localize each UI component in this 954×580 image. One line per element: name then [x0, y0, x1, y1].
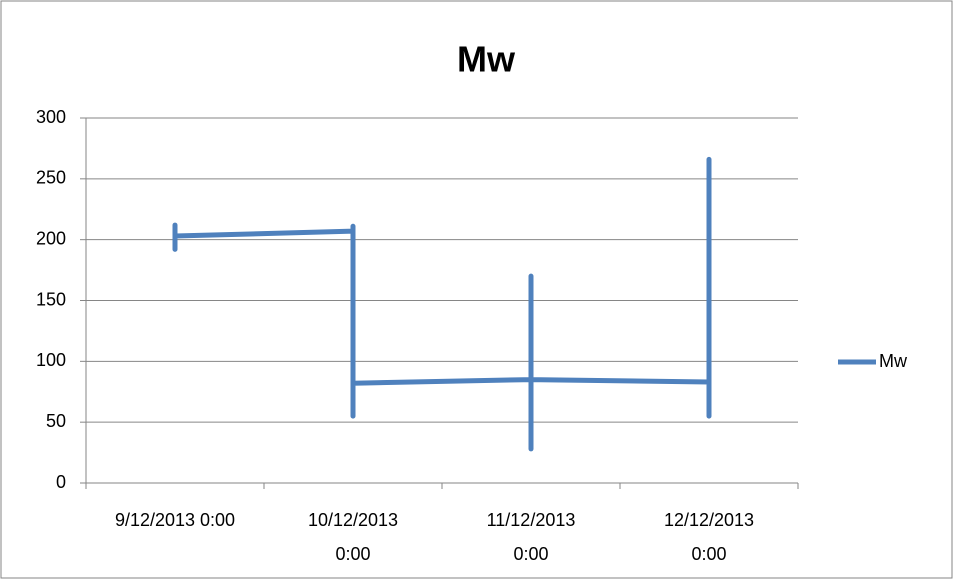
chart-title: Mw — [457, 39, 516, 80]
series-line — [172, 156, 712, 452]
y-tick-label: 300 — [36, 107, 66, 127]
y-tick-label: 150 — [36, 289, 66, 309]
y-tick-label: 100 — [36, 350, 66, 370]
x-tick-label: 11/12/2013 0:00 — [487, 510, 576, 564]
legend-label: Mw — [879, 351, 908, 371]
y-tick-label: 50 — [46, 411, 66, 431]
x-tick-label: 9/12/2013 0:00 — [115, 510, 235, 530]
x-tick-label: 12/12/2013 0:00 — [664, 510, 754, 564]
y-tick-label: 0 — [56, 472, 66, 492]
y-tick-label: 200 — [36, 228, 66, 248]
y-tick-label: 250 — [36, 168, 66, 188]
x-tick-label: 10/12/2013 0:00 — [308, 510, 398, 564]
